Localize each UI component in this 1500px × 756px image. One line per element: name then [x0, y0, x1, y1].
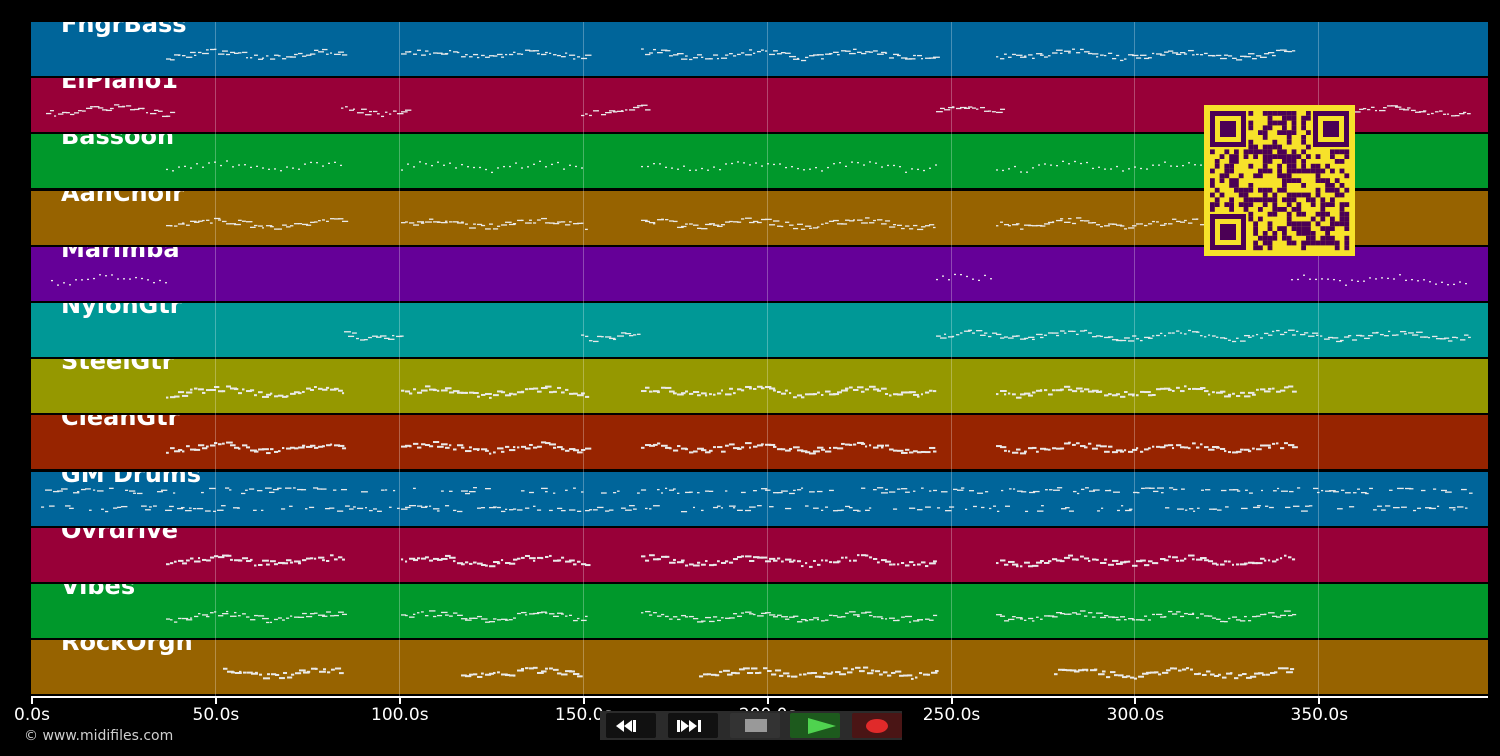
note-lane: [46, 104, 1471, 118]
track-lane[interactable]: Ovrdrive: [31, 527, 1488, 582]
track-lane[interactable]: NylonGtr: [31, 303, 1488, 357]
transport-controls: [600, 711, 902, 740]
track-name: RockOrgn: [61, 640, 193, 657]
qr-code-graphic: [1204, 105, 1355, 256]
fast-forward-button[interactable]: [668, 713, 718, 738]
axis-tick: [1318, 696, 1321, 704]
note-lane: [41, 486, 1473, 512]
note-lane: [166, 385, 1297, 400]
record-icon: [866, 719, 888, 733]
note-lane: [166, 216, 1299, 230]
stop-icon: [745, 719, 767, 732]
track-name: Bassoon: [61, 134, 175, 151]
axis-tick: [398, 696, 401, 704]
play-icon: [808, 718, 836, 734]
track-lane[interactable]: Vibes: [31, 584, 1488, 638]
track-name: NylonGtr: [61, 303, 182, 319]
axis-tick-label: 150.0s: [554, 705, 613, 725]
track-name: ElPiano1: [61, 78, 178, 95]
rewind-icon: [616, 720, 636, 732]
stop-button[interactable]: [730, 713, 780, 738]
fast-forward-icon: [677, 720, 701, 732]
rewind-button[interactable]: [606, 713, 656, 738]
axis-tick-label: 300.0s: [1106, 705, 1165, 725]
axis-tick-label: 250.0s: [922, 705, 981, 725]
track-lane[interactable]: SteelGtr: [31, 359, 1488, 414]
track-name: FngrBass: [61, 22, 187, 38]
note-lane: [166, 48, 1296, 62]
copyright-text: © www.midifiles.com: [24, 728, 174, 744]
axis-tick-label: 50.0s: [192, 705, 240, 725]
note-lane: [51, 273, 1467, 286]
axis-tick: [214, 696, 217, 704]
track-lane[interactable]: CleanGtr: [31, 415, 1488, 470]
track-name: Vibes: [61, 584, 136, 600]
axis-tick: [31, 696, 33, 704]
note-lane: [166, 553, 1296, 568]
track-lane[interactable]: RockOrgn: [31, 640, 1488, 695]
play-button[interactable]: [790, 713, 840, 738]
axis-tick: [950, 696, 953, 704]
axis-tick-label: 0.0s: [14, 705, 50, 725]
track-name: Marimba: [61, 246, 180, 263]
track-lane[interactable]: FngrBass: [31, 22, 1488, 76]
time-axis: [31, 696, 1488, 698]
track-name: SteelGtr: [61, 359, 174, 376]
track-name: CleanGtr: [61, 415, 180, 432]
record-button[interactable]: [852, 713, 902, 738]
qr-code: [1204, 105, 1355, 256]
axis-tick-label: 100.0s: [371, 705, 429, 725]
note-lane: [344, 329, 1471, 343]
axis-tick: [766, 696, 769, 704]
axis-tick-label: 350.0s: [1290, 705, 1349, 725]
axis-tick: [582, 696, 585, 704]
track-name: AahChoir: [61, 190, 185, 207]
note-lane: [166, 160, 1292, 174]
note-lane: [223, 666, 1295, 681]
axis-tick: [1134, 696, 1137, 704]
note-lane: [166, 610, 1297, 624]
track-name: Ovrdrive: [61, 527, 179, 544]
track-lane[interactable]: GM Drums: [31, 471, 1488, 526]
note-lane: [166, 441, 1298, 456]
track-name: GM Drums: [61, 471, 202, 488]
